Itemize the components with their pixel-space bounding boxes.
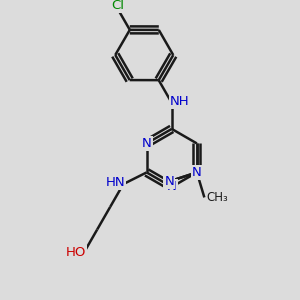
- Text: CH₃: CH₃: [206, 191, 228, 204]
- Text: N: N: [142, 137, 152, 150]
- Text: N: N: [192, 166, 202, 179]
- Text: NH: NH: [170, 95, 190, 108]
- Text: N: N: [167, 180, 177, 194]
- Text: Cl: Cl: [111, 0, 124, 12]
- Text: HN: HN: [105, 176, 125, 189]
- Text: HO: HO: [66, 246, 86, 259]
- Text: N: N: [164, 175, 174, 188]
